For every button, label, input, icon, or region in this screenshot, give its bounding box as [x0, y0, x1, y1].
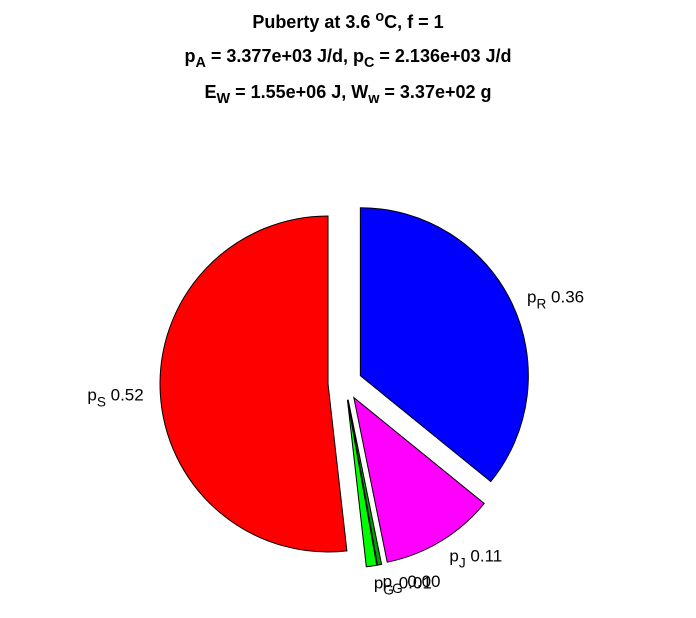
value-label: 0.01	[399, 574, 432, 593]
text-part: = 3.377e+03 J/d, p	[206, 46, 364, 66]
pie-slice	[359, 207, 529, 483]
value-label: 0.11	[470, 546, 502, 565]
slice-label: pG 0.00	[383, 572, 441, 596]
text-part: p	[184, 46, 195, 66]
text-part: Puberty at 3.6	[252, 12, 375, 32]
label-sub: R	[536, 296, 546, 311]
script-text: o	[375, 9, 384, 25]
script-text: A	[195, 55, 206, 71]
script-text: w	[367, 91, 380, 107]
label-name: p	[383, 572, 392, 591]
script-text: W	[217, 91, 231, 107]
slice-label: pG 0.01	[374, 574, 432, 598]
text-part: = 1.55e+06 J, W	[230, 82, 368, 102]
label-name: p	[374, 574, 383, 593]
text-part: = 2.136e+03 J/d	[374, 46, 511, 66]
pie-slice	[347, 399, 383, 566]
label-sub: J	[459, 555, 466, 570]
pie-slice	[353, 396, 485, 563]
slice-label: pS 0.52	[87, 385, 143, 409]
script-text: C	[364, 55, 374, 71]
value-label: 0.00	[407, 572, 440, 591]
slice-label: pJ 0.11	[449, 546, 502, 570]
pie-slice	[159, 215, 348, 553]
chart-title: EW = 1.55e+06 J, Ww = 3.37e+02 g	[205, 82, 492, 107]
slice-label: pR 0.36	[527, 287, 584, 311]
label-name: p	[87, 385, 96, 404]
value-label: 0.52	[111, 385, 144, 404]
label-sub: G	[383, 583, 394, 598]
chart-title: pA = 3.377e+03 J/d, pC = 2.136e+03 J/d	[184, 46, 511, 71]
text-part: C, f = 1	[384, 12, 444, 32]
label-name: p	[449, 546, 458, 565]
text-part: E	[205, 82, 217, 102]
text-part: = 3.37e+02 g	[379, 82, 491, 102]
value-label: 0.36	[551, 287, 584, 306]
chart-title: Puberty at 3.6 oC, f = 1	[252, 9, 443, 32]
label-sub: S	[97, 394, 106, 409]
pie-slice	[346, 399, 378, 568]
label-sub: G	[392, 581, 403, 596]
label-name: p	[527, 287, 536, 306]
